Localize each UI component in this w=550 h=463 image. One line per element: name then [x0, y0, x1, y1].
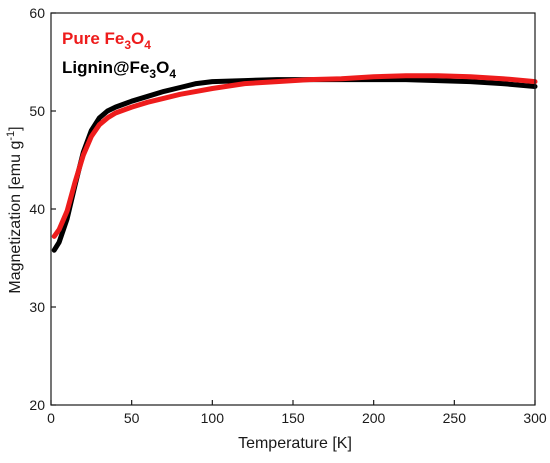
legend-subscript: 3: [124, 38, 131, 52]
y-tick-label: 20: [29, 397, 45, 413]
y-axis-label-main: Magnetization [emu g: [7, 141, 24, 294]
x-tick-label: 100: [201, 410, 225, 426]
legend-subscript: 4: [169, 67, 176, 81]
legend-text-part: Lignin@Fe: [62, 58, 149, 77]
y-axis-label-close: ]: [7, 126, 24, 130]
y-axis-label: Magnetization [emu g-1]: [5, 126, 24, 293]
x-tick-label: 50: [124, 410, 140, 426]
legend-text-part: O: [131, 29, 144, 48]
legend-text-part: Pure Fe: [62, 29, 124, 48]
series-line-0: [51, 77, 538, 253]
data-curves: [51, 73, 538, 253]
axis-ticks: 0 50 100 150 200 250 300 20 30 40 50 60: [29, 5, 546, 426]
x-axis-label: Temperature [K]: [238, 435, 352, 452]
legend-entry-lignin-fe3o4: Lignin@Fe3O4: [62, 58, 176, 81]
series-line-1: [51, 73, 538, 239]
y-tick-label: 50: [29, 103, 45, 119]
legend-subscript: 3: [149, 67, 156, 81]
y-axis-label-superscript: -1: [5, 131, 17, 141]
y-tick-label: 40: [29, 201, 45, 217]
x-tick-label: 200: [362, 410, 386, 426]
legend: Pure Fe3O4 Lignin@Fe3O4: [62, 29, 176, 81]
legend-text-part: O: [156, 58, 169, 77]
x-tick-label: 250: [443, 410, 467, 426]
y-tick-label: 30: [29, 299, 45, 315]
x-tick-label: 0: [47, 410, 55, 426]
legend-subscript: 4: [144, 38, 151, 52]
x-tick-label: 300: [523, 410, 547, 426]
legend-entry-pure-fe3o4: Pure Fe3O4: [62, 29, 151, 52]
x-tick-label: 150: [281, 410, 305, 426]
y-tick-label: 60: [29, 5, 45, 21]
